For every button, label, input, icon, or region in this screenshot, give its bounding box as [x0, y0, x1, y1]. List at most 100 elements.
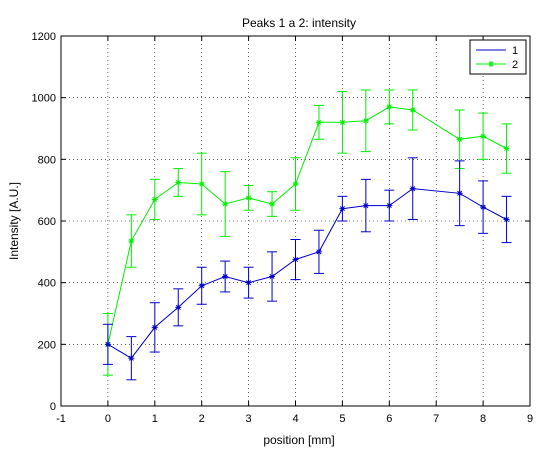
data-point	[198, 181, 205, 187]
x-tick-label: 4	[292, 413, 298, 425]
marker-stroke	[386, 104, 392, 110]
marker-stroke	[457, 136, 463, 142]
data-point	[269, 201, 276, 208]
data-point	[245, 194, 252, 201]
y-tick-label: 1200	[32, 31, 56, 43]
y-tick-label: 1000	[32, 93, 56, 105]
marker-stroke	[199, 283, 205, 289]
data-point	[409, 185, 416, 192]
marker-stroke	[152, 196, 158, 202]
legend-marker	[488, 61, 494, 67]
legend-entry-2: 2	[476, 59, 518, 71]
x-tick-label: -1	[56, 413, 66, 425]
marker-stroke	[386, 203, 392, 209]
marker-stroke	[339, 119, 345, 125]
marker-stroke	[363, 203, 369, 209]
marker-stroke	[480, 204, 486, 210]
legend: 12	[469, 39, 527, 75]
marker-stroke	[316, 249, 322, 255]
x-tick-label: 7	[433, 413, 439, 425]
marker-stroke	[246, 195, 252, 201]
marker-stroke	[175, 179, 181, 185]
marker-stroke	[246, 280, 252, 286]
marker-stroke	[410, 107, 416, 113]
x-tick-label: 8	[480, 413, 486, 425]
data-point	[222, 201, 229, 208]
marker-stroke	[457, 190, 463, 196]
x-tick-label: 0	[105, 413, 111, 425]
y-tick-label: 400	[38, 278, 56, 290]
marker-stroke	[504, 146, 510, 152]
series-layer	[102, 89, 512, 381]
marker-stroke	[504, 216, 510, 222]
legend-label: 1	[512, 45, 518, 57]
data-point	[386, 103, 393, 110]
data-point	[128, 355, 135, 362]
data-point	[198, 282, 205, 289]
x-tick-label: 5	[339, 413, 345, 425]
data-point	[480, 133, 487, 140]
data-point	[362, 202, 369, 209]
marker-stroke	[152, 324, 158, 330]
legend-entry-1: 1	[476, 45, 518, 57]
data-point	[175, 304, 182, 311]
data-point	[104, 341, 111, 348]
marker-stroke	[269, 201, 275, 207]
marker-stroke	[316, 119, 322, 125]
data-point	[362, 117, 369, 124]
data-point	[339, 205, 346, 212]
data-point	[503, 216, 510, 223]
data-point	[315, 119, 322, 126]
marker-stroke	[128, 238, 134, 244]
data-point	[409, 107, 416, 113]
x-tick-label: 6	[386, 413, 392, 425]
series-line-2	[107, 106, 507, 345]
marker-stroke	[105, 341, 111, 347]
marker-stroke	[410, 186, 416, 192]
x-axis-label: position [mm]	[263, 433, 334, 447]
legend-box	[469, 39, 527, 75]
data-point	[175, 179, 182, 186]
legend-label: 2	[512, 59, 518, 71]
data-point	[480, 204, 487, 211]
marker-stroke	[222, 201, 228, 207]
marker-stroke	[292, 181, 299, 187]
series-line-1	[107, 188, 507, 359]
data-point	[222, 273, 229, 280]
series-1	[102, 157, 512, 381]
data-point	[315, 248, 322, 255]
x-tick-label: 9	[527, 413, 533, 425]
x-tick-label: 2	[199, 413, 205, 425]
data-point	[245, 279, 252, 286]
marker-stroke	[222, 273, 228, 280]
y-tick-label: 200	[38, 339, 56, 351]
marker-stroke	[292, 257, 299, 263]
y-tick-label: 0	[50, 401, 56, 413]
y-tick-label: 800	[38, 154, 56, 166]
x-tick-label: 1	[152, 413, 158, 425]
data-point	[456, 136, 463, 143]
data-point	[456, 190, 463, 197]
data-point	[339, 119, 346, 126]
x-tick-label: 3	[246, 413, 252, 425]
chart-title: Peaks 1 a 2: intensity	[242, 16, 356, 30]
data-point	[151, 196, 158, 203]
series-2	[102, 89, 512, 376]
marker-stroke	[363, 118, 369, 124]
marker-stroke	[488, 61, 494, 67]
data-point	[292, 181, 299, 187]
y-axis-label: Intensity [A.U.]	[7, 182, 21, 260]
marker-stroke	[480, 133, 486, 139]
data-point	[151, 324, 158, 331]
y-tick-label: 600	[38, 216, 56, 228]
marker-stroke	[199, 181, 205, 187]
data-point	[128, 238, 135, 245]
marker-stroke	[339, 206, 345, 212]
data-point	[386, 202, 393, 209]
marker-stroke	[269, 273, 275, 280]
marker-stroke	[128, 355, 134, 361]
marker-stroke	[175, 304, 181, 310]
data-point	[292, 256, 299, 263]
